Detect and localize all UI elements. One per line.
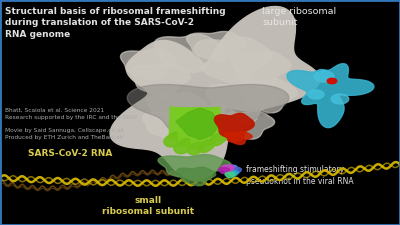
Polygon shape	[177, 167, 216, 186]
Polygon shape	[186, 32, 247, 61]
Polygon shape	[127, 84, 289, 142]
Polygon shape	[228, 171, 238, 176]
Polygon shape	[169, 107, 194, 140]
Text: Bhatt, Scaiola et al. Science 2021
Research supported by the IRC and the SNSF

M: Bhatt, Scaiola et al. Science 2021 Resea…	[5, 108, 138, 140]
Polygon shape	[120, 49, 176, 80]
Polygon shape	[186, 108, 206, 148]
Polygon shape	[308, 90, 324, 99]
Polygon shape	[176, 108, 220, 140]
Polygon shape	[158, 155, 231, 181]
Text: small
ribosomal subunit: small ribosomal subunit	[102, 196, 194, 216]
Polygon shape	[143, 111, 194, 139]
Polygon shape	[222, 165, 238, 173]
Polygon shape	[314, 71, 334, 82]
Polygon shape	[174, 139, 194, 154]
Polygon shape	[210, 133, 226, 146]
Polygon shape	[130, 63, 190, 97]
Polygon shape	[287, 64, 374, 128]
Polygon shape	[194, 108, 214, 146]
Polygon shape	[194, 37, 272, 84]
Polygon shape	[206, 82, 276, 124]
Text: frameshifting stimulatory
pseudoknot in the viral RNA: frameshifting stimulatory pseudoknot in …	[246, 165, 354, 186]
Text: Structural basis of ribosomal frameshifting
during translation of the SARS-CoV-2: Structural basis of ribosomal frameshift…	[5, 7, 226, 39]
Polygon shape	[225, 172, 235, 178]
Polygon shape	[224, 131, 252, 144]
Polygon shape	[188, 142, 204, 155]
Polygon shape	[230, 167, 241, 174]
Polygon shape	[231, 51, 291, 87]
Polygon shape	[214, 113, 254, 142]
Polygon shape	[146, 93, 206, 126]
Polygon shape	[176, 108, 200, 146]
Polygon shape	[219, 168, 229, 173]
Polygon shape	[241, 79, 297, 113]
Polygon shape	[331, 94, 349, 104]
Polygon shape	[110, 7, 320, 180]
Circle shape	[327, 78, 337, 84]
Text: large ribosomal
subunit: large ribosomal subunit	[262, 7, 336, 27]
Text: SARS-CoV-2 RNA: SARS-CoV-2 RNA	[28, 148, 112, 157]
Polygon shape	[223, 111, 275, 139]
Polygon shape	[198, 140, 214, 152]
Polygon shape	[200, 107, 222, 140]
Polygon shape	[154, 34, 223, 72]
Polygon shape	[164, 132, 184, 147]
Polygon shape	[174, 105, 243, 146]
Polygon shape	[222, 165, 234, 172]
